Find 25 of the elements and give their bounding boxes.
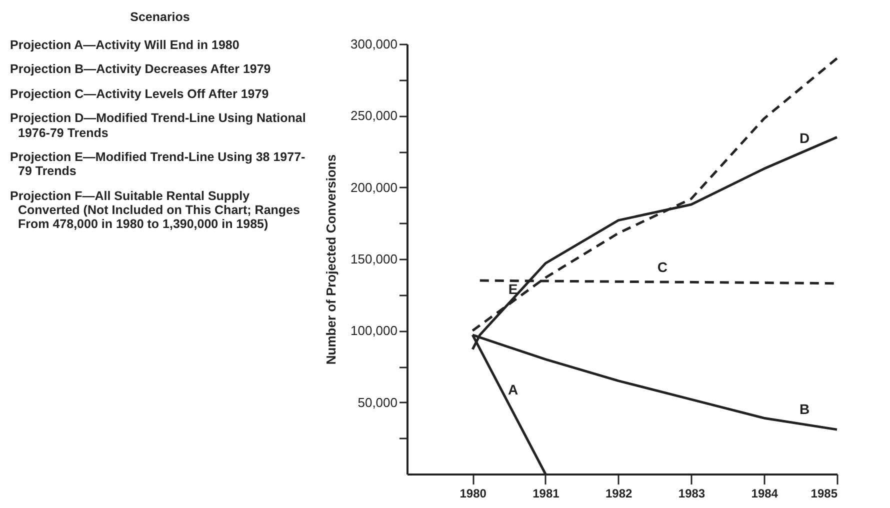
series-label: C [657, 258, 668, 275]
text: Projection C—Activity Levels Off After 1979 [10, 86, 270, 102]
text: Projection A—Activity Will End in 1980 [10, 38, 240, 52]
x-tick-label: 1982 [606, 486, 633, 500]
x-tick-label: 1985 [810, 486, 838, 500]
text: Projection F—All Suitable Rental Supply Converted (Not Included on This Chart; Ranges From 478,000 in 1980 to 1,390,000 in 1985) [10, 188, 301, 232]
y-tick-label: 150,000 [350, 252, 398, 266]
text: Projection B—Activity Decreases After 1979 [10, 62, 272, 77]
text: Projection D—Modified Trend-Line Using National 1976-79 Trends [10, 111, 307, 140]
y-tick-label: 300,000 [350, 36, 398, 52]
y-tick-label: 50,000 [358, 394, 398, 410]
text: Scenarios [129, 10, 191, 24]
x-tick-label: 1980 [460, 486, 487, 500]
x-tick-label: 1981 [532, 486, 560, 500]
y-tick-label: 200,000 [350, 180, 398, 195]
x-tick-label: 1983 [678, 486, 706, 500]
text: Projection E—Modified Trend-Line Using 38 1977-79 Trends [10, 150, 306, 179]
series-label: E [508, 281, 518, 298]
series-label: B [799, 400, 810, 417]
series-label: A [508, 381, 518, 398]
y-tick-label: 100,000 [350, 323, 398, 338]
y-tick-label: 250,000 [350, 108, 398, 124]
series-label: D [799, 130, 810, 146]
y-axis-title: Number of Projected Conversions [324, 154, 339, 365]
x-tick-label: 1984 [751, 486, 778, 500]
